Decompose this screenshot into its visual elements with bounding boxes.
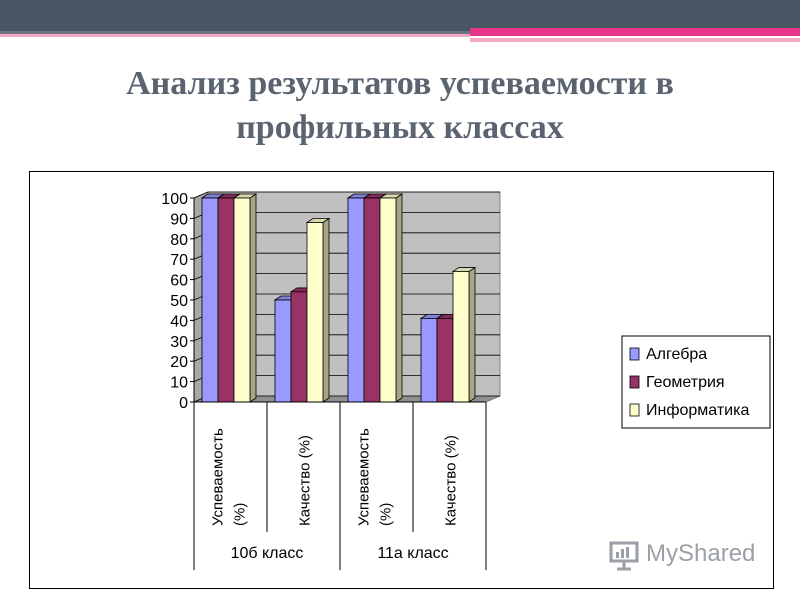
legend-swatch — [629, 375, 640, 389]
y-tick-label: 70 — [170, 252, 188, 269]
x-category-label: (%) — [378, 503, 395, 526]
watermark: MyShared — [608, 538, 778, 574]
slide-title: Анализ результатов успеваемости в профил… — [126, 65, 674, 146]
legend-swatch — [629, 347, 640, 361]
bar-3-3 — [379, 197, 397, 403]
x-category-label: Качество (%) — [297, 435, 314, 526]
y-tick-label: 50 — [170, 293, 188, 310]
y-tick-label: 60 — [170, 273, 188, 290]
watermark-text: MyShared — [646, 540, 756, 567]
bar-1-4 — [420, 317, 438, 403]
bar-3-1 — [233, 197, 251, 403]
legend-box — [621, 335, 771, 429]
y-tick-label: 90 — [170, 211, 188, 228]
y-tick-label: 0 — [179, 395, 188, 412]
bar-1-1 — [201, 197, 219, 403]
legend-label: Геометрия — [646, 374, 725, 391]
bar-2-4 — [436, 317, 454, 403]
y-tick-label: 10 — [170, 375, 188, 392]
x-group-label: 10б класс — [231, 545, 304, 562]
gridline — [193, 191, 500, 199]
presentation-icon — [609, 541, 639, 571]
x-category-label: (%) — [232, 503, 249, 526]
bar-side — [322, 217, 330, 403]
bar-side — [395, 193, 403, 403]
legend-label: Информатика — [646, 402, 749, 419]
bar-side — [468, 266, 476, 403]
x-group-label: 11а класс — [377, 545, 448, 562]
chart-frame: 0 10 20 30 40 50 60 70 80 90 100 Успеваемость (%) Кач… — [29, 171, 774, 589]
bar-2-1 — [217, 197, 235, 403]
top-decor-bar — [0, 0, 800, 42]
y-tick-label: 100 — [161, 191, 188, 208]
bar-2-2 — [290, 291, 308, 403]
y-tick-label: 80 — [170, 232, 188, 249]
y-tick-label: 30 — [170, 334, 188, 351]
bar-2-3 — [363, 197, 381, 403]
bar-3-4 — [452, 271, 470, 403]
bar-3-2 — [306, 222, 324, 403]
bar-1-2 — [274, 299, 292, 403]
bar-side — [249, 193, 257, 403]
bar-1-3 — [347, 197, 365, 403]
x-category-label: Успеваемость — [210, 428, 227, 526]
legend-label: Алгебра — [646, 346, 707, 363]
x-category-label: Качество (%) — [443, 435, 460, 526]
x-category-label: Успеваемость — [356, 428, 373, 526]
bar-chart: 0 10 20 30 40 50 60 70 80 90 100 Успеваемость (%) Кач… — [161, 191, 771, 570]
y-tick-label: 20 — [170, 354, 188, 371]
y-tick-label: 40 — [170, 313, 188, 330]
legend-swatch — [629, 403, 640, 417]
